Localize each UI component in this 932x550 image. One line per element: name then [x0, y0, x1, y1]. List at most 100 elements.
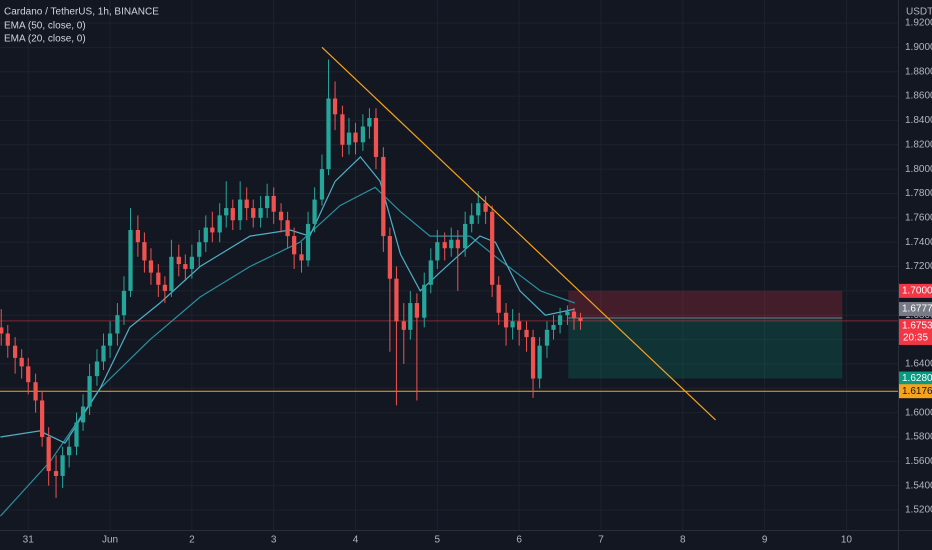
x-tick-label: 4 [353, 535, 359, 546]
candle-body [578, 317, 583, 321]
candle-body [394, 278, 399, 322]
stop-zone [568, 290, 843, 319]
y-tick-label: 1.7800 [905, 188, 932, 199]
candle-body [115, 315, 120, 334]
chart-title: Cardano / TetherUS, 1h, BINANCE [4, 7, 159, 18]
candle-body [26, 366, 31, 383]
candle-body [360, 126, 366, 143]
candle-body [442, 242, 447, 249]
price-badge [899, 318, 932, 345]
price-badge [899, 384, 932, 399]
legend-entry: EMA (50, close, 0) [4, 21, 86, 32]
candle-body [238, 199, 243, 221]
x-tick-label: 6 [516, 535, 522, 546]
candle-body [353, 132, 358, 143]
candle-body [67, 446, 72, 456]
candle-body [203, 227, 208, 243]
countdown: 20:35 [903, 333, 928, 344]
x-tick-label: 31 [23, 535, 35, 546]
candle-body [156, 272, 161, 285]
candle-body [414, 303, 420, 318]
candle-body [148, 260, 154, 273]
candle-body [332, 98, 338, 115]
candle-body [176, 256, 181, 265]
candle-body [135, 229, 140, 243]
candle-body [428, 260, 433, 285]
candle-body [197, 242, 202, 257]
candle-body [312, 199, 317, 224]
candle-body [265, 195, 270, 209]
candle-body [230, 208, 235, 221]
candle-body [251, 208, 256, 218]
candle-body [449, 239, 454, 249]
candle-body [162, 284, 167, 291]
plot-area [0, 0, 898, 530]
candle-body [483, 203, 488, 212]
price-badge [899, 283, 932, 298]
candle-body [94, 361, 100, 377]
price-badge [899, 302, 932, 317]
y-tick-label: 1.5600 [905, 456, 932, 467]
price-badge-label: 1.6280 [902, 373, 932, 384]
x-tick-label: 5 [435, 535, 441, 546]
candle-body [305, 223, 311, 261]
candle-body [210, 227, 215, 233]
candle-body [285, 220, 290, 237]
candle-body [551, 324, 556, 330]
price-badge-label: 1.6777 [902, 304, 932, 315]
target-zone [568, 318, 843, 379]
x-tick-label: 10 [841, 535, 853, 546]
y-tick-label: 1.8000 [905, 164, 932, 175]
y-tick-label: 1.6000 [905, 407, 932, 418]
candle-body [510, 321, 515, 328]
candle-body [121, 290, 127, 316]
candle-body [401, 321, 406, 330]
candle-body [271, 195, 276, 212]
y-tick-label: 1.8600 [905, 91, 932, 102]
candle-body [19, 357, 24, 367]
candle-body [217, 215, 222, 233]
y-tick-label: 1.9000 [905, 42, 932, 53]
candle-body [169, 256, 174, 291]
price-badge [899, 371, 932, 386]
candle-body [346, 132, 352, 145]
candle-body [87, 376, 92, 407]
candle-body [381, 156, 386, 237]
candle-body [565, 311, 570, 316]
x-tick-label: Jun [102, 535, 118, 546]
y-tick-label: 1.8800 [905, 66, 932, 77]
candle-body [422, 284, 427, 318]
candle-body [537, 345, 542, 379]
y-tick-label: 1.6400 [905, 359, 932, 370]
candle-body [455, 239, 460, 249]
legend-entry: EMA (20, close, 0) [4, 34, 86, 45]
candle-body [326, 98, 331, 170]
x-tick-label: 3 [271, 535, 277, 546]
candle-body [292, 236, 297, 255]
candle-body [476, 203, 481, 216]
candle-body [60, 455, 65, 476]
y-tick-label: 1.5400 [905, 480, 932, 491]
candle-body [517, 321, 522, 330]
candle-body [101, 345, 106, 362]
candle-body [557, 315, 563, 325]
candle-body [244, 199, 249, 209]
y-unit: USDT [906, 7, 932, 18]
trendline [321, 46, 716, 421]
x-tick-label: 9 [762, 535, 768, 546]
candle-body [224, 208, 229, 216]
price-badge-label: 1.6176 [902, 386, 932, 397]
y-tick-label: 1.7400 [905, 237, 932, 248]
price-badge-label: 1.7000 [902, 286, 932, 297]
y-tick-label: 1.8400 [905, 115, 932, 126]
candle-body [544, 329, 550, 346]
x-tick-label: 2 [189, 535, 195, 546]
candle-body [189, 256, 195, 269]
candle-body [142, 242, 147, 261]
candle-body [373, 117, 379, 157]
candle-body [40, 400, 45, 437]
y-tick-label: 1.5200 [905, 505, 932, 516]
candle-body [503, 312, 509, 328]
price-badge-label: 1.6753 [902, 321, 932, 332]
candle-body [319, 169, 325, 200]
